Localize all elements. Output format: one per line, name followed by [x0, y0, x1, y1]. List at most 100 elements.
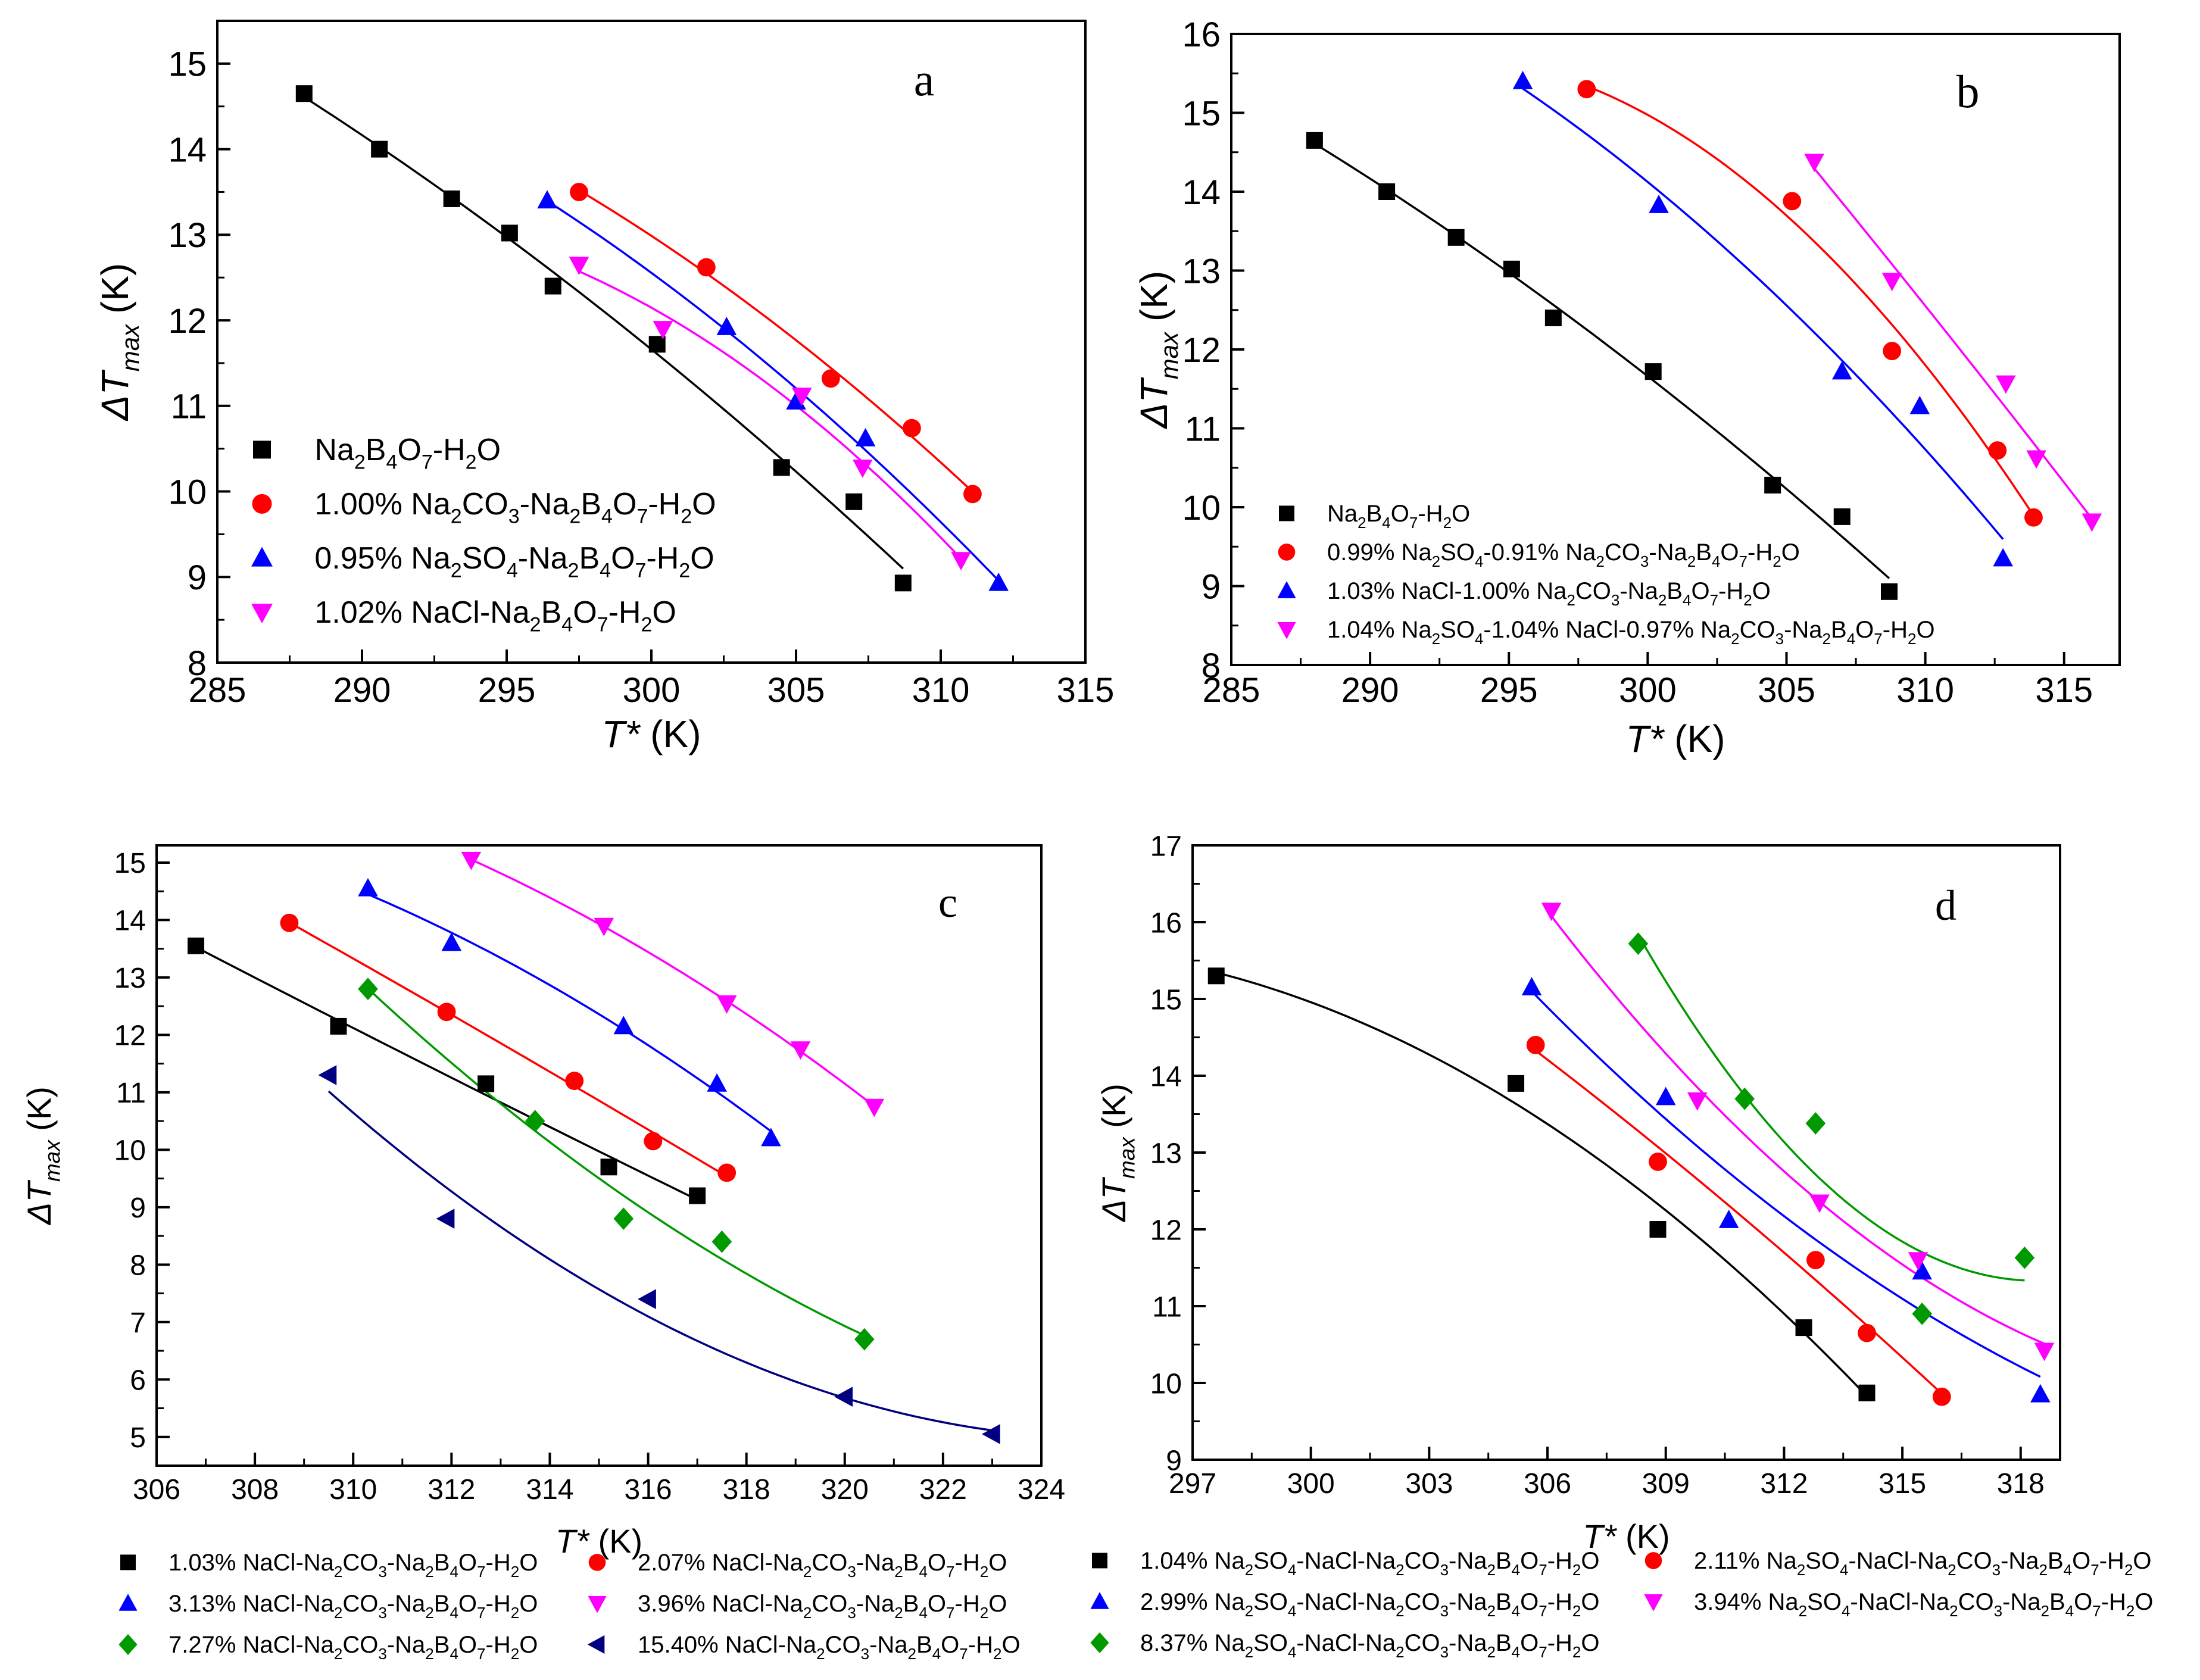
legend-text-part: -Na	[1649, 539, 1687, 566]
legend-label-series-2: 0.99% Na2SO4-0.91% Na2CO3-Na2B4O7-H2O	[1327, 539, 1800, 570]
data-point-series-2	[280, 913, 299, 932]
legend-text-part: -Na	[387, 1550, 426, 1576]
legend-text-part: SO	[1440, 539, 1475, 566]
legend-subscript: 3	[378, 1563, 386, 1581]
fit-curve-series-4	[1550, 915, 2045, 1345]
x-tick-label: 312	[1760, 1468, 1808, 1500]
legend-text-part: O	[988, 1591, 1007, 1617]
x-axis-label-unit: (K)	[639, 713, 701, 755]
legend-text-part: O	[2133, 1548, 2151, 1574]
panel-letter: d	[1935, 882, 1956, 929]
legend-text-part: -H	[968, 1632, 993, 1658]
data-point-series-6	[638, 1289, 656, 1310]
data-point-series-3	[761, 1128, 781, 1147]
y-axis-label-unit: (K)	[1132, 271, 1175, 332]
legend-subscript: 4	[1512, 1643, 1520, 1661]
data-point-series-6	[981, 1424, 1000, 1444]
legend-subscript: 4	[919, 1563, 927, 1581]
fit-curve-series-3	[547, 200, 1000, 582]
legend-text-part: 15.40% NaCl-Na	[638, 1632, 817, 1658]
legend-text-part: CO	[342, 1550, 378, 1576]
x-tick-label: 322	[919, 1474, 967, 1506]
legend-text-part: B	[434, 1550, 450, 1576]
legend-text-part: O	[692, 487, 716, 522]
legend-text-part: B	[1696, 539, 1712, 566]
y-tick-label: 11	[171, 388, 207, 426]
legend-subscript: 4	[1288, 1561, 1296, 1579]
y-axis-label-unit: (K)	[93, 263, 136, 324]
data-point-series-2	[644, 1132, 663, 1151]
y-tick-label: 9	[130, 1192, 146, 1224]
legend-subscript: 2	[2039, 1561, 2048, 1579]
legend-text-part: -NaCl-Na	[1848, 1548, 1948, 1574]
data-point-series-5	[1734, 1087, 1755, 1110]
x-tick-label: 305	[1758, 671, 1815, 710]
x-tick-label: 306	[133, 1474, 180, 1506]
data-point-series-1	[689, 1187, 706, 1204]
legend-text-part: O	[458, 1550, 477, 1576]
legend-text-part: B	[541, 595, 562, 630]
data-point-series-1	[1544, 310, 1562, 326]
legend-subscript: 2	[1358, 514, 1366, 532]
legend-subscript: 4	[600, 560, 611, 582]
legend-subscript: 2	[451, 560, 462, 582]
legend-text-part: SO	[1253, 1548, 1288, 1574]
legend-text-part: CO	[462, 487, 508, 522]
legend-marker-series-3	[251, 547, 273, 567]
data-point-series-3	[1521, 977, 1542, 995]
legend-text-part: CO	[342, 1591, 378, 1617]
legend-text-part: CO	[825, 1632, 861, 1658]
y-tick-label: 13	[114, 963, 146, 994]
legend-subscript: 2	[511, 1604, 519, 1622]
legend-subscript: 2	[451, 505, 462, 528]
legend-text-part: 0.99% Na	[1327, 539, 1432, 566]
legend-subscript: 4	[601, 505, 613, 528]
legend-subscript: 2	[1572, 1643, 1581, 1661]
legend-text-part: O	[519, 1591, 538, 1617]
data-point-series-1	[1795, 1319, 1812, 1336]
legend-text-part: O	[928, 1591, 946, 1617]
data-point-series-5	[1628, 932, 1649, 955]
data-point-series-1	[1858, 1384, 1876, 1401]
legend-subscript: 7	[1539, 1561, 1547, 1579]
x-axis-label-symbol: T*	[556, 1522, 590, 1560]
legend-text-part: O	[519, 1550, 538, 1576]
y-tick-label: 13	[168, 216, 207, 255]
x-tick-label: 303	[1405, 1468, 1453, 1500]
legend-label-series-1: 1.04% Na2SO4-NaCl-Na2CO3-Na2B4O7-H2O	[1140, 1548, 1600, 1579]
legend-text-part: CO	[1405, 1630, 1440, 1656]
data-point-series-6	[436, 1209, 455, 1229]
x-axis-label-unit: (K)	[1616, 1517, 1669, 1555]
data-point-series-4	[2026, 450, 2046, 469]
data-point-series-4	[1881, 273, 1902, 292]
legend-subscript: 4	[1382, 514, 1390, 532]
panel-letter: b	[1956, 65, 1980, 117]
legend-text-part: -Na	[2002, 1589, 2041, 1615]
legend-subscript: 4	[1288, 1643, 1296, 1661]
legend-subscript: 2	[894, 1604, 903, 1622]
legend-text-part: -1.04% NaCl-0.97% Na	[1483, 617, 1731, 643]
data-point-series-1	[371, 140, 388, 158]
legend-marker-series-3	[1277, 581, 1296, 598]
data-point-series-2	[963, 485, 982, 504]
legend-text-part: Na	[314, 433, 354, 467]
legend-text-part: SO	[1807, 1589, 1842, 1615]
fit-curve-series-4	[578, 270, 962, 560]
data-point-series-1	[1833, 508, 1851, 525]
x-tick-label: 285	[189, 671, 246, 710]
legend-subscript: 7	[1409, 514, 1418, 532]
legend-text-part: O	[1581, 1548, 1599, 1574]
legend-subscript: 2	[1908, 630, 1916, 648]
legend-text-part: O	[1581, 1630, 1599, 1656]
legend-subscript: 4	[1512, 1561, 1520, 1579]
legend-subscript: 7	[1539, 1602, 1547, 1620]
legend-subscript: 2	[511, 1563, 519, 1581]
legend-marker-series-6	[587, 1635, 605, 1654]
legend-subscript: 2	[1487, 1561, 1495, 1579]
legend-text-part: -H	[1747, 539, 1773, 566]
legend-label-series-1: 1.03% NaCl-Na2CO3-Na2B4O7-H2O	[168, 1550, 538, 1581]
legend-marker-series-2	[588, 1554, 606, 1571]
x-axis-label-symbol: T*	[601, 713, 641, 755]
legend: 1.04% Na2SO4-NaCl-Na2CO3-Na2B4O7-H2O 2.11…	[1090, 1548, 2154, 1661]
